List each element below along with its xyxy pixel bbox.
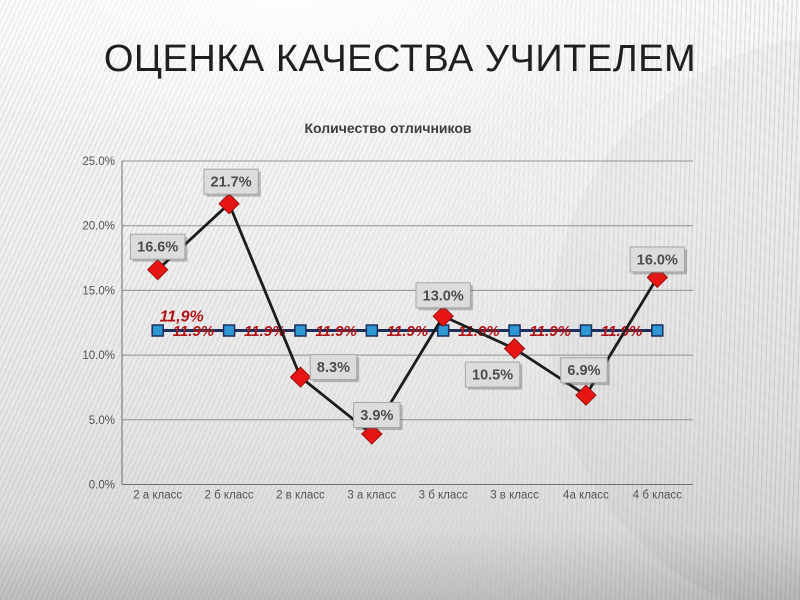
average-value-label: 11.9%	[244, 323, 285, 340]
average-value-label: 11.9%	[530, 323, 571, 340]
score-label: 16.0%	[637, 252, 678, 268]
score-label: 3.9%	[360, 408, 393, 424]
average-marker	[508, 324, 521, 337]
y-axis-label: 25.0%	[82, 156, 115, 168]
score-label: 16.6%	[137, 240, 178, 256]
x-axis-label: 3 б класс	[419, 490, 468, 502]
score-label-box	[560, 357, 608, 384]
score-label: 21.7%	[211, 175, 252, 191]
score-label-box	[629, 246, 686, 273]
score-label-box	[415, 282, 471, 309]
average-value-label: 11.9%	[315, 323, 356, 340]
x-axis-label: 2 а класс	[133, 490, 182, 502]
score-label: 8.3%	[317, 360, 350, 376]
x-axis-label: 3 в класс	[490, 490, 539, 502]
score-marker	[575, 384, 597, 406]
x-axis-label: 2 в класс	[276, 490, 325, 502]
score-label: 10.5%	[472, 368, 513, 384]
y-axis-label: 15.0%	[82, 285, 115, 297]
average-marker	[579, 324, 593, 337]
x-axis-label: 2 б класс	[204, 490, 253, 502]
y-axis-label: 20.0%	[82, 221, 115, 233]
score-label-box	[464, 361, 521, 388]
score-marker	[146, 258, 169, 281]
score-label-box	[129, 233, 186, 260]
score-label-box	[353, 402, 401, 429]
average-marker	[151, 324, 164, 337]
score-line	[156, 202, 659, 436]
y-axis-label: 5.0%	[89, 415, 115, 427]
average-value-label: 11.9%	[173, 323, 214, 340]
y-axis-label: 10.0%	[82, 350, 115, 362]
score-marker	[361, 423, 383, 445]
average-marker	[294, 324, 307, 337]
score-label: 13.0%	[423, 288, 464, 304]
slide-title: ОЦЕНКА КАЧЕСТВА УЧИТЕЛЕМ	[103, 38, 697, 80]
score-label-box	[203, 168, 259, 195]
score-marker	[218, 192, 240, 215]
average-marker	[365, 324, 379, 337]
score-marker	[432, 305, 454, 327]
average-marker	[222, 324, 236, 337]
chart-title: Количество отличников	[304, 120, 472, 136]
x-axis-label: 3 а класс	[347, 490, 396, 502]
x-axis-label: 4а класс	[563, 490, 609, 502]
average-value-label: 11.9%	[387, 323, 428, 340]
average-callout-label: 11,9%	[160, 309, 204, 326]
average-marker	[651, 324, 664, 337]
y-axis-label: 0.0%	[89, 480, 115, 492]
average-value-label: 11.9%	[601, 323, 642, 340]
score-label-box	[309, 354, 358, 381]
score-marker	[503, 337, 526, 360]
score-marker	[289, 366, 312, 388]
x-axis-label: 4 б класс	[633, 490, 682, 502]
score-label: 6.9%	[567, 363, 600, 379]
